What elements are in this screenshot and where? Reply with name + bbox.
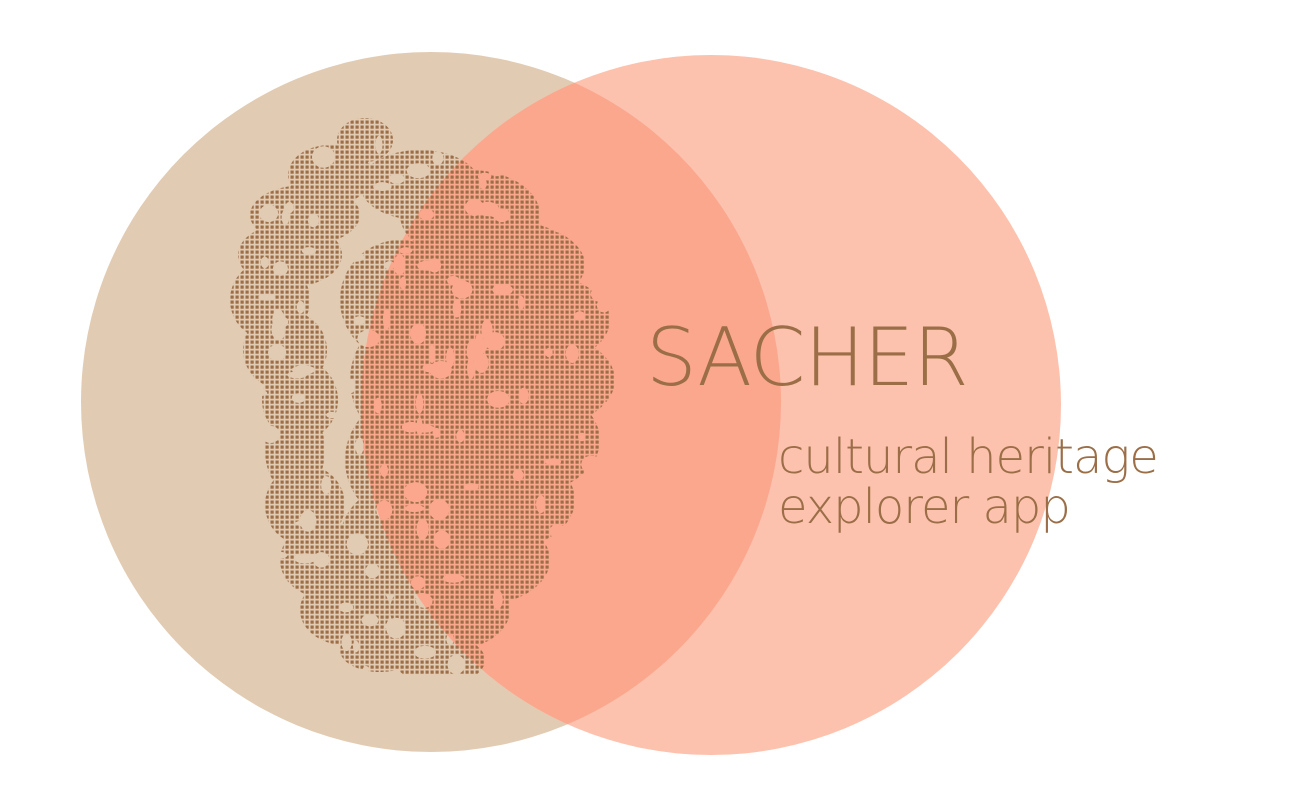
tagline-line-1: cultural heritage bbox=[778, 429, 1159, 485]
dotted-statue-bust-icon bbox=[230, 115, 630, 675]
tagline-line-2: explorer app bbox=[778, 479, 1071, 535]
app-tagline: cultural heritage explorer app bbox=[778, 429, 1159, 535]
app-title: SACHER bbox=[646, 311, 969, 404]
